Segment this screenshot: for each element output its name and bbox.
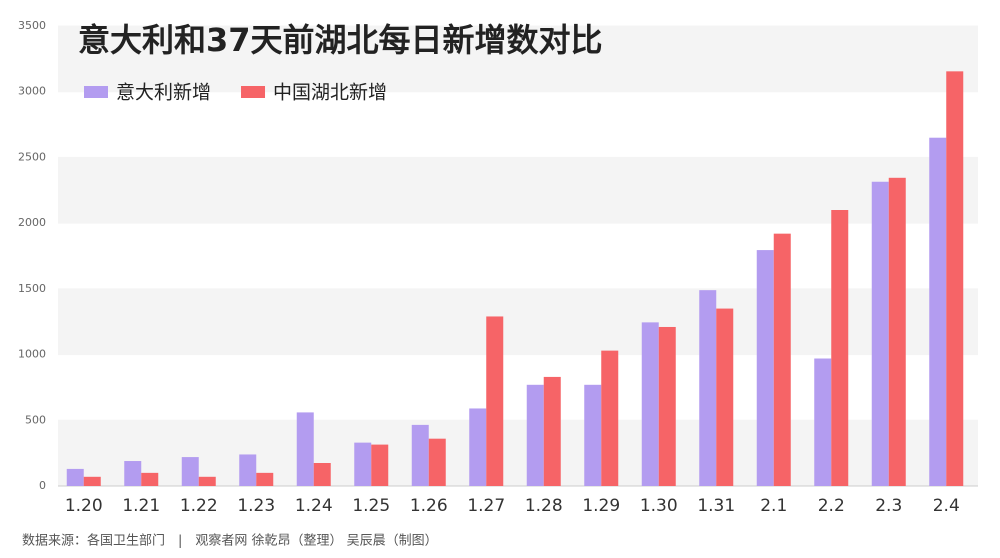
x-tick-label: 1.30 [640,496,678,516]
source-note: 数据来源：各国卫生部门 | 观察者网 徐乾昂（整理） 吴辰晨（制图） [22,533,438,549]
y-tick-label: 500 [25,413,46,426]
bar [296,412,314,486]
bar [124,461,142,486]
grid-band [58,26,978,92]
bar [66,468,84,486]
x-tick-label: 1.24 [295,496,333,516]
bar [486,316,504,486]
bar [699,290,717,486]
x-tick-label: 1.28 [525,496,563,516]
bar [946,71,964,486]
bar [141,472,159,486]
bar [814,358,832,486]
x-tick-label: 1.22 [180,496,218,516]
bar [584,384,602,486]
x-tick-label: 2.4 [933,496,960,516]
bar [83,476,101,486]
bar [831,210,849,486]
bar [428,438,446,486]
bar [871,181,889,486]
bar [371,444,389,486]
bar [411,424,429,486]
y-tick-label: 2000 [18,216,46,229]
x-tick-label: 1.20 [65,496,103,516]
grid-band [58,288,978,355]
y-tick-label: 1500 [18,282,46,295]
y-tick-label: 0 [39,479,46,492]
y-tick-label: 1000 [18,348,46,361]
x-tick-label: 1.27 [467,496,505,516]
y-tick-label: 3000 [18,85,46,98]
x-tick-label: 1.31 [697,496,735,516]
x-tick-label: 1.29 [582,496,620,516]
legend-label: 意大利新增 [116,82,211,104]
bar [313,463,331,486]
y-tick-label: 2500 [18,150,46,163]
bar [601,350,619,486]
chart-title: 意大利和37天前湖北每日新增数对比 [78,21,603,59]
bar [239,454,257,486]
bar [469,408,487,486]
bar [543,376,561,486]
legend-swatch [241,86,266,98]
y-tick-label: 3500 [18,19,46,32]
plot-bands [58,25,978,487]
grid-band [58,157,978,224]
legend-swatch [84,86,108,98]
bar [773,233,791,486]
x-tick-label: 1.25 [352,496,390,516]
bar [354,442,372,486]
bar [181,457,199,486]
x-tick-label: 2.1 [760,496,787,516]
bar [929,137,947,486]
bar [716,308,734,486]
x-tick-label: 2.3 [875,496,902,516]
bar [641,322,659,486]
bar [658,326,676,486]
x-tick-label: 1.23 [237,496,275,516]
bar [756,250,774,486]
bar [526,384,544,486]
x-tick-label: 1.21 [122,496,160,516]
x-tick-label: 2.2 [818,496,845,516]
legend-label: 中国湖北新增 [273,82,387,104]
bar [888,177,906,487]
bar [256,472,274,486]
x-tick-label: 1.26 [410,496,448,516]
bar [198,476,216,486]
